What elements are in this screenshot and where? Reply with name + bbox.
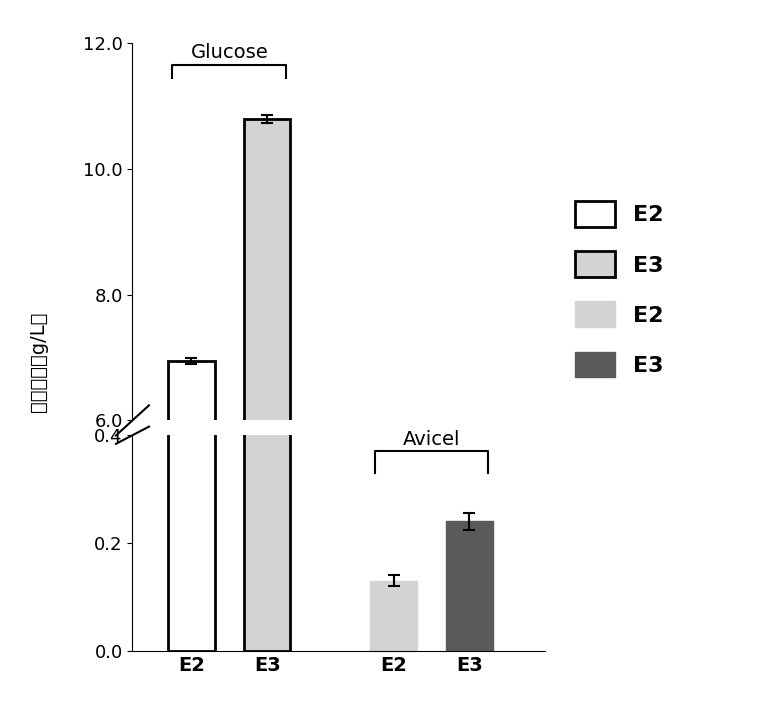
Text: 乙醇产量（g/L）: 乙醇产量（g/L）: [30, 312, 48, 411]
Text: Avicel: Avicel: [403, 429, 460, 449]
Bar: [168, 328, 214, 651]
Text: Glucose: Glucose: [190, 43, 268, 62]
Bar: [446, 521, 492, 651]
Bar: [244, 119, 291, 723]
Bar: [371, 581, 417, 651]
Bar: [168, 361, 214, 723]
Bar: [244, 328, 291, 651]
Legend: E2, E3, E2, E3: E2, E3, E2, E3: [564, 190, 675, 388]
